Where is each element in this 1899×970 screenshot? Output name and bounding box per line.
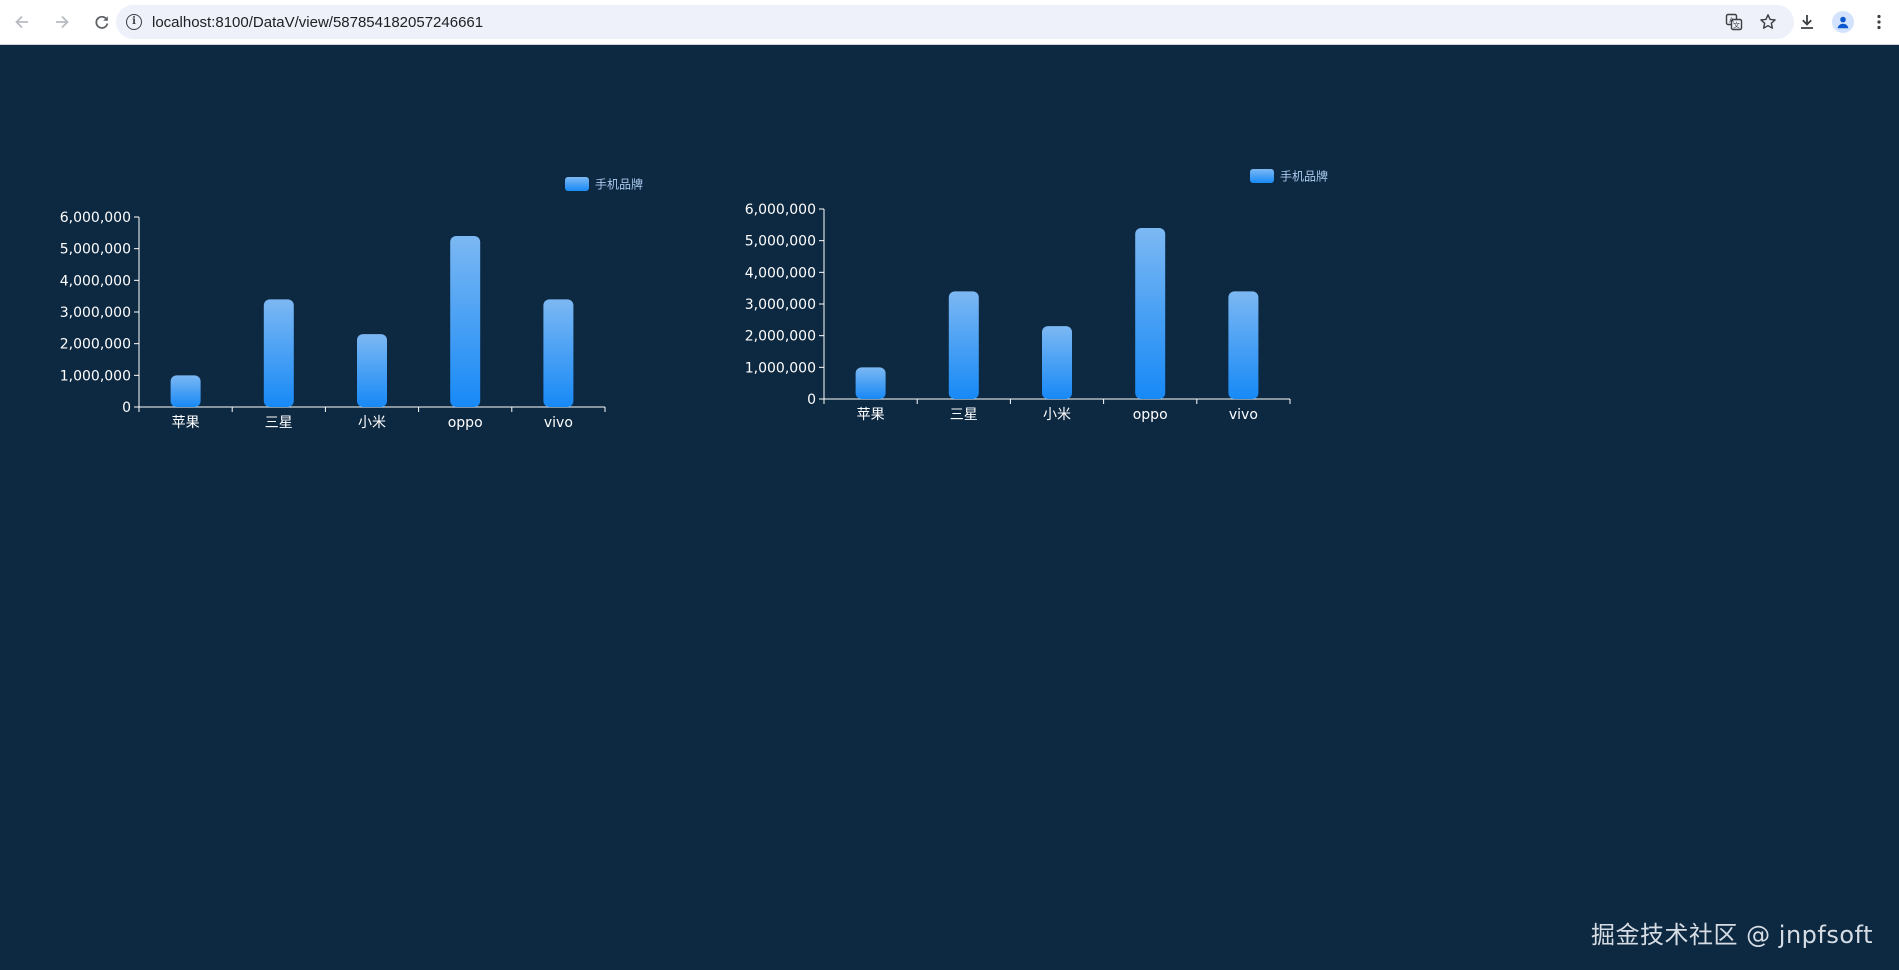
bar-小米[interactable] — [357, 334, 387, 407]
arrow-left-icon[interactable] — [4, 4, 40, 40]
x-tick-label: 小米 — [358, 415, 386, 431]
y-tick-label: 1,000,000 — [745, 360, 816, 376]
y-tick-label: 0 — [122, 400, 131, 416]
legend-label: 手机品牌 — [1280, 170, 1328, 184]
watermark-text: 掘金技术社区 @ jnpfsoft — [1591, 921, 1873, 949]
bar-三星[interactable] — [263, 299, 294, 407]
x-tick-label: 三星 — [265, 415, 293, 431]
download-icon[interactable] — [1795, 10, 1819, 34]
browser-toolbar: i localhost:8100/DataV/view/587854182057… — [0, 0, 1899, 45]
profile-icon[interactable] — [1831, 10, 1855, 34]
bar-chart-left: 手机品牌 0 1,000,000 2,000,000 3,000,000 4,000,00… — [60, 177, 643, 431]
legend-swatch — [1250, 169, 1274, 183]
y-tick-label: 6,000,000 — [745, 202, 816, 218]
reload-icon[interactable] — [84, 4, 120, 40]
bar-苹果[interactable] — [170, 375, 201, 407]
y-tick-label: 4,000,000 — [60, 273, 131, 289]
y-tick-label: 2,000,000 — [745, 329, 816, 345]
info-icon[interactable]: i — [126, 14, 142, 30]
bar-oppo[interactable] — [450, 236, 481, 407]
legend[interactable]: 手机品牌 — [565, 177, 643, 192]
legend-swatch — [565, 177, 589, 191]
y-tick-label: 4,000,000 — [745, 265, 816, 281]
y-tick-label: 3,000,000 — [60, 305, 131, 321]
bar-vivo[interactable] — [543, 299, 574, 407]
svg-text:文: 文 — [1733, 21, 1740, 30]
bar-chart-right: 手机品牌 0 1,000,000 2,000,000 3,000,000 4,000,00… — [745, 169, 1328, 423]
address-bar[interactable]: i localhost:8100/DataV/view/587854182057… — [116, 5, 1794, 39]
x-tick-label: 苹果 — [172, 415, 200, 431]
x-tick-label: oppo — [448, 415, 483, 431]
legend-label: 手机品牌 — [595, 178, 643, 192]
x-tick-label: 小米 — [1043, 407, 1071, 423]
y-tick-label: 5,000,000 — [60, 242, 131, 258]
y-tick-label: 1,000,000 — [60, 368, 131, 384]
y-tick-label: 6,000,000 — [60, 210, 131, 226]
x-tick-label: oppo — [1133, 407, 1168, 423]
x-tick-label: 苹果 — [857, 407, 885, 423]
x-tick-label: vivo — [544, 415, 573, 431]
url-text[interactable]: localhost:8100/DataV/view/58785418205724… — [152, 13, 484, 31]
bar-oppo[interactable] — [1135, 228, 1166, 399]
arrow-right-icon[interactable] — [44, 4, 80, 40]
dashboard-canvas: 手机品牌 0 1,000,000 2,000,000 3,000,000 4,000,00… — [0, 45, 1899, 970]
svg-text:A: A — [1729, 17, 1734, 25]
x-tick-label: vivo — [1229, 407, 1258, 423]
legend[interactable]: 手机品牌 — [1250, 169, 1328, 184]
bar-三星[interactable] — [948, 291, 979, 399]
y-tick-label: 3,000,000 — [745, 297, 816, 313]
kebab-menu-icon[interactable] — [1867, 10, 1891, 34]
bar-vivo[interactable] — [1228, 291, 1259, 399]
bar-苹果[interactable] — [855, 367, 886, 399]
y-tick-label: 2,000,000 — [60, 337, 131, 353]
y-tick-label: 5,000,000 — [745, 234, 816, 250]
bar-小米[interactable] — [1042, 326, 1072, 399]
y-tick-label: 0 — [807, 392, 816, 408]
star-icon[interactable] — [1758, 12, 1778, 32]
x-tick-label: 三星 — [950, 407, 978, 423]
